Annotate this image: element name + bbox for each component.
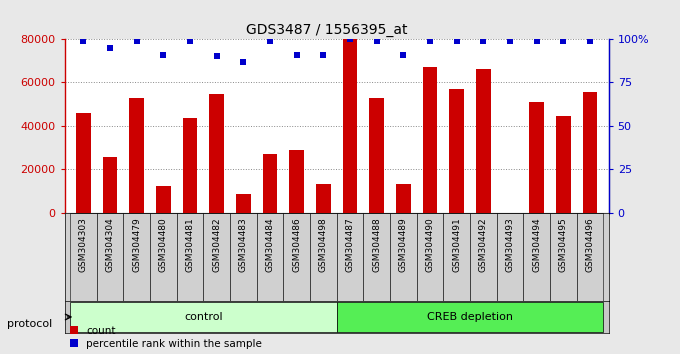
Bar <box>337 302 603 332</box>
Point <box>398 52 409 57</box>
Point <box>371 38 382 44</box>
Bar <box>396 184 411 213</box>
Point <box>131 38 142 44</box>
FancyBboxPatch shape <box>123 213 150 301</box>
Bar <box>70 302 337 332</box>
Point <box>184 38 195 44</box>
Text: GSM304490: GSM304490 <box>426 217 435 272</box>
Bar <box>156 185 171 213</box>
Text: GSM304480: GSM304480 <box>158 217 168 272</box>
Bar <box>183 118 197 213</box>
Point <box>238 59 249 64</box>
Text: GSM304481: GSM304481 <box>186 217 194 272</box>
Point <box>158 52 169 57</box>
FancyBboxPatch shape <box>363 213 390 301</box>
Text: protocol: protocol <box>7 319 52 329</box>
Text: GSM304496: GSM304496 <box>585 217 594 272</box>
FancyBboxPatch shape <box>177 213 203 301</box>
Bar <box>209 94 224 213</box>
Bar <box>262 154 277 213</box>
Text: GSM304493: GSM304493 <box>505 217 515 272</box>
Text: GSM304492: GSM304492 <box>479 217 488 272</box>
FancyBboxPatch shape <box>470 213 496 301</box>
Bar <box>369 98 384 213</box>
Text: GSM304303: GSM304303 <box>79 217 88 272</box>
Legend: count, percentile rank within the sample: count, percentile rank within the sample <box>70 326 262 349</box>
Text: GSM304489: GSM304489 <box>398 217 408 272</box>
Point <box>585 38 596 44</box>
FancyBboxPatch shape <box>97 213 123 301</box>
Point <box>265 38 275 44</box>
Point <box>505 38 515 44</box>
FancyBboxPatch shape <box>577 213 603 301</box>
Text: GSM304488: GSM304488 <box>372 217 381 272</box>
Point <box>105 45 116 51</box>
Bar <box>583 92 597 213</box>
Point <box>78 38 88 44</box>
Bar <box>556 116 571 213</box>
FancyBboxPatch shape <box>496 213 524 301</box>
FancyBboxPatch shape <box>524 213 550 301</box>
Text: GSM304482: GSM304482 <box>212 217 221 272</box>
Point <box>318 52 328 57</box>
FancyBboxPatch shape <box>417 213 443 301</box>
Point <box>558 38 568 44</box>
Text: GDS3487 / 1556395_at: GDS3487 / 1556395_at <box>245 23 407 37</box>
Text: GSM304304: GSM304304 <box>105 217 114 272</box>
Text: GSM304491: GSM304491 <box>452 217 461 272</box>
Point <box>478 38 489 44</box>
Bar <box>343 39 357 213</box>
Point <box>451 38 462 44</box>
Text: GSM304479: GSM304479 <box>132 217 141 272</box>
Bar <box>289 150 304 213</box>
Point <box>291 52 302 57</box>
FancyBboxPatch shape <box>284 213 310 301</box>
Bar <box>76 113 90 213</box>
FancyBboxPatch shape <box>390 213 417 301</box>
FancyBboxPatch shape <box>550 213 577 301</box>
Point <box>424 38 435 44</box>
FancyBboxPatch shape <box>337 213 363 301</box>
Text: GSM304484: GSM304484 <box>265 217 275 272</box>
Point <box>211 53 222 59</box>
FancyBboxPatch shape <box>230 213 256 301</box>
Bar <box>129 98 144 213</box>
FancyBboxPatch shape <box>256 213 284 301</box>
Text: control: control <box>184 312 222 322</box>
Point <box>345 36 356 42</box>
FancyBboxPatch shape <box>443 213 470 301</box>
Bar <box>316 184 330 213</box>
Text: CREB depletion: CREB depletion <box>427 312 513 322</box>
Text: GSM304483: GSM304483 <box>239 217 248 272</box>
FancyBboxPatch shape <box>70 213 97 301</box>
Text: GSM304487: GSM304487 <box>345 217 354 272</box>
Bar <box>236 194 251 213</box>
Bar <box>422 67 437 213</box>
Point <box>531 38 542 44</box>
Bar <box>529 102 544 213</box>
Text: GSM304494: GSM304494 <box>532 217 541 272</box>
Bar <box>103 157 117 213</box>
Text: GSM304495: GSM304495 <box>559 217 568 272</box>
Bar <box>476 69 490 213</box>
Text: GSM304498: GSM304498 <box>319 217 328 272</box>
FancyBboxPatch shape <box>310 213 337 301</box>
FancyBboxPatch shape <box>150 213 177 301</box>
Text: GSM304486: GSM304486 <box>292 217 301 272</box>
Bar <box>449 89 464 213</box>
FancyBboxPatch shape <box>203 213 230 301</box>
